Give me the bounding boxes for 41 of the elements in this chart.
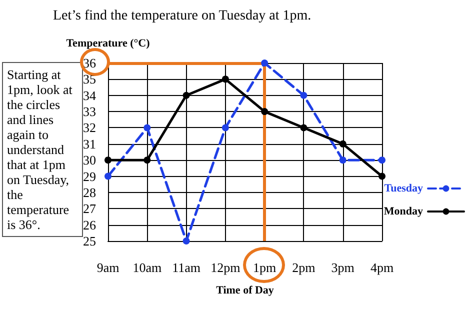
point [182, 238, 190, 244]
point [378, 156, 386, 164]
point [339, 140, 346, 148]
point [261, 60, 268, 66]
y-tick-label: 27 [83, 201, 96, 216]
legend-label: Tuesday [384, 182, 424, 194]
y-tick-label: 36 [83, 56, 96, 70]
x-tick-label: 3pm [331, 260, 354, 275]
x-tick-label: 10am [132, 260, 162, 275]
y-tick-label: 32 [83, 120, 96, 136]
x-tick-label: 9am [96, 260, 120, 275]
x-tick-label: 11am [172, 260, 200, 275]
legend-label: Monday [384, 206, 424, 218]
point [300, 124, 308, 132]
point [261, 108, 268, 116]
point [144, 156, 151, 164]
text: Starting at 1pm, look at the circles and lines again to understand that at 1pm on Tuesday, the temperature is 36°. [7, 67, 72, 232]
point [222, 76, 229, 83]
point [300, 92, 308, 99]
x-tick-label: 12pm [210, 260, 240, 275]
y-tick-label: 28 [83, 184, 96, 200]
y-tick-label: 33 [83, 104, 96, 120]
x-tick-label: 4pm [370, 260, 394, 275]
x-tick-label: 2pm [292, 260, 316, 275]
point [378, 172, 386, 180]
point [144, 124, 151, 132]
y-tick-label: 31 [83, 136, 96, 152]
point [339, 156, 346, 164]
point [182, 92, 190, 99]
y-axis-title: Temperature (°C) [66, 38, 150, 50]
chart-title: Let’s find the temperature on Tuesday at 1pm. [53, 8, 312, 24]
y-tick-label: 30 [83, 152, 96, 168]
x-axis-title: Time of Day [216, 284, 274, 296]
y-tick-label: 25 [83, 234, 96, 248]
y-tick-label: 26 [83, 217, 96, 232]
point [104, 172, 112, 180]
point [104, 156, 112, 164]
y-tick-label: 34 [83, 88, 96, 103]
point [222, 124, 229, 132]
y-tick-label: 29 [83, 168, 96, 184]
x-tick-label: 1pm [253, 260, 276, 275]
